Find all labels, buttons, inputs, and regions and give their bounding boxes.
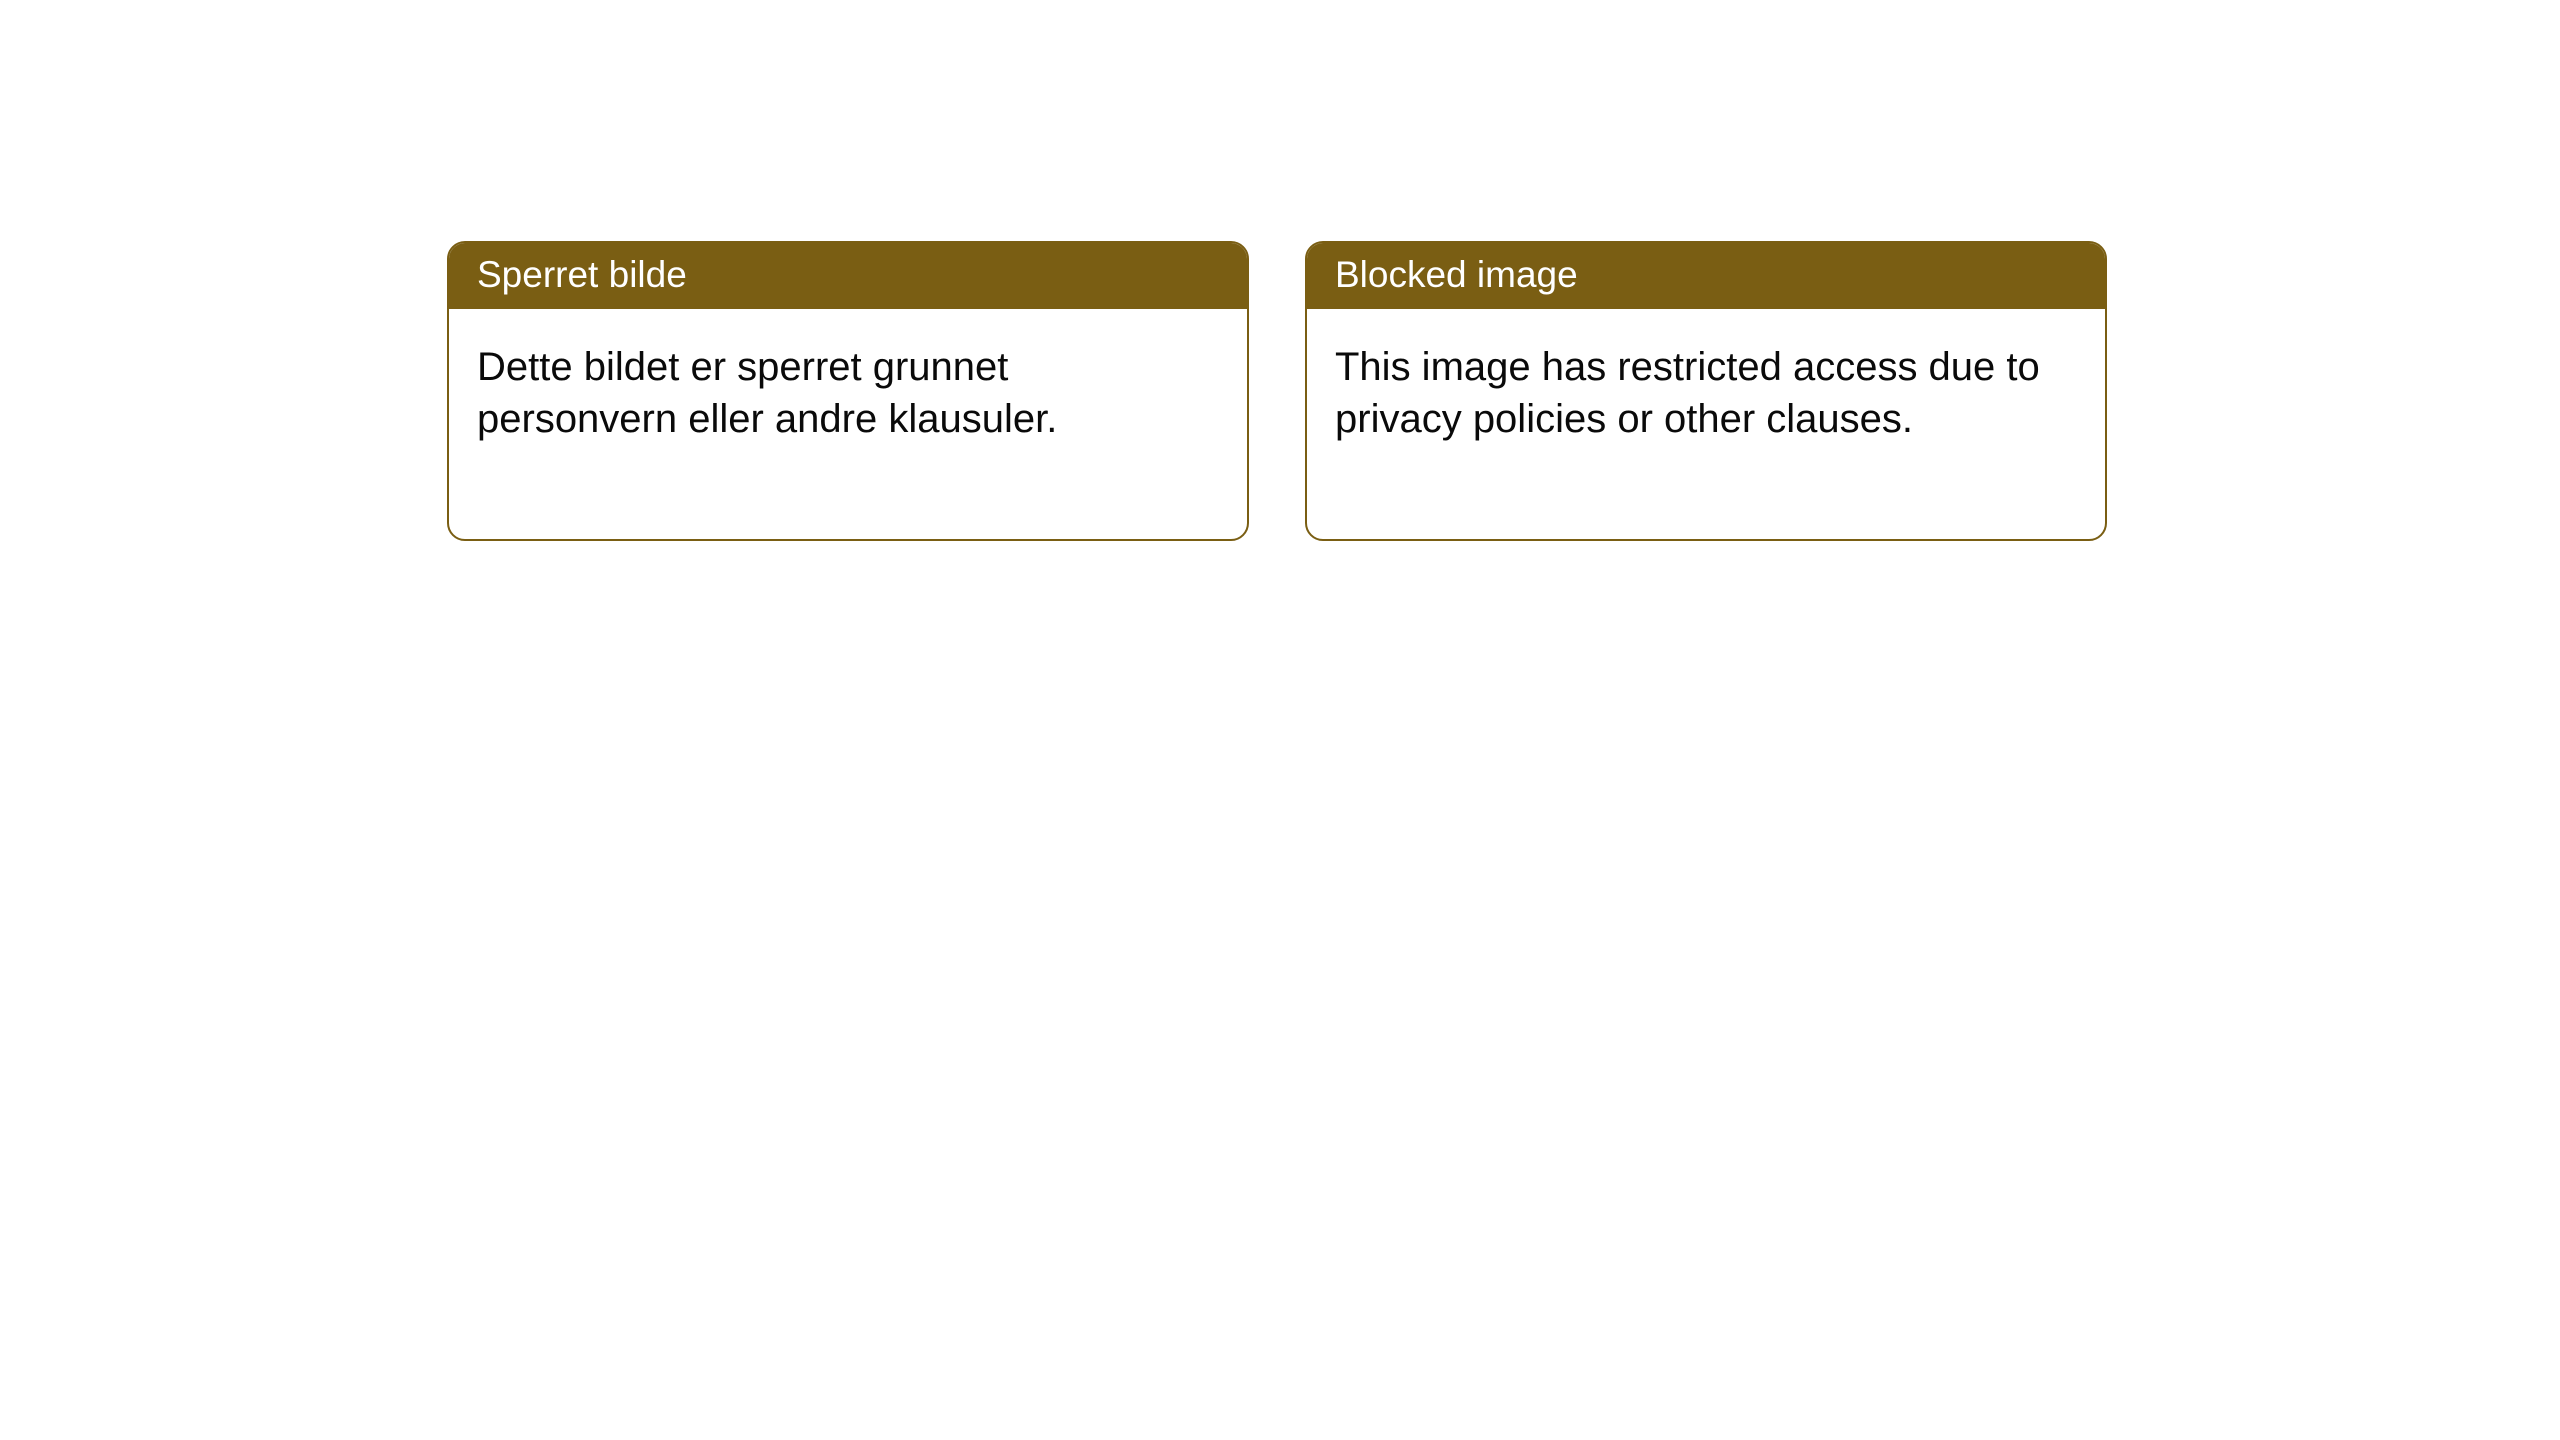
notice-body-norwegian: Dette bildet er sperret grunnet personve… <box>449 309 1247 539</box>
notice-body-english: This image has restricted access due to … <box>1307 309 2105 539</box>
notice-header-english: Blocked image <box>1307 243 2105 309</box>
notice-card-norwegian: Sperret bilde Dette bildet er sperret gr… <box>447 241 1249 541</box>
notice-header-norwegian: Sperret bilde <box>449 243 1247 309</box>
notice-container: Sperret bilde Dette bildet er sperret gr… <box>447 241 2107 541</box>
notice-card-english: Blocked image This image has restricted … <box>1305 241 2107 541</box>
